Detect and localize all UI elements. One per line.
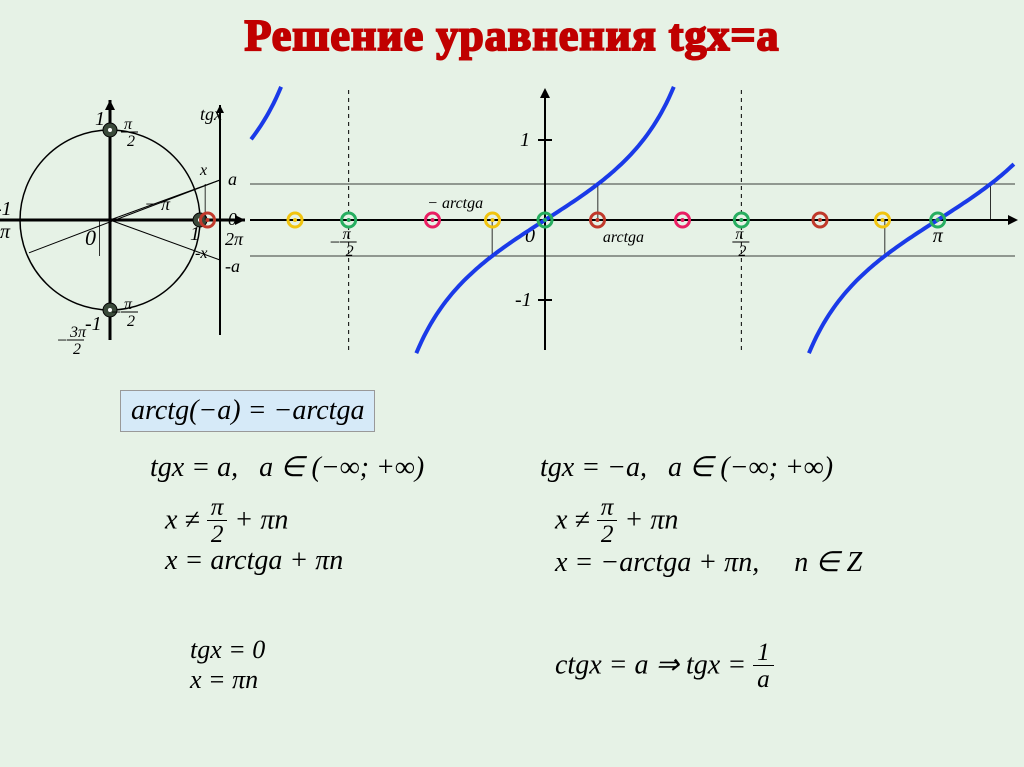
svg-text:π: π [124, 296, 133, 313]
page-title: Решение уравнения tgx=a [0, 0, 1024, 61]
eq-x-neq-r: x ≠ π2 + πn [555, 495, 678, 549]
svg-text:0: 0 [85, 225, 96, 250]
svg-text:−: − [56, 330, 68, 350]
svg-text:2: 2 [127, 133, 135, 150]
svg-text:1: 1 [520, 129, 530, 151]
svg-text:−: − [329, 232, 341, 252]
svg-text:2: 2 [738, 243, 746, 260]
svg-text:2: 2 [127, 313, 135, 330]
svg-text:0: 0 [228, 209, 237, 229]
svg-text:1: 1 [95, 108, 105, 130]
svg-text:2: 2 [346, 243, 354, 260]
svg-text:π: π [735, 226, 744, 243]
eq-x-pin: x = πn [190, 665, 258, 695]
eq-ctgx: ctgx = a ⇒ tgx = 1a [555, 640, 774, 694]
svg-text:− π: − π [144, 194, 171, 214]
svg-text:x: x [199, 162, 207, 179]
svg-text:-x: -x [195, 245, 207, 262]
graph-container: 11-1π-10tgxa-a02πx-xπ2π2−3π2−1-10− ππ2−π… [0, 80, 1024, 360]
svg-text:-1: -1 [515, 289, 532, 311]
svg-text:− arctga: − arctga [427, 195, 483, 212]
svg-text:-1: -1 [85, 313, 102, 335]
svg-text:arctga: arctga [603, 229, 644, 246]
eq-tgx-neg-a: tgx = −a, a ∈ (−∞; +∞) [540, 450, 833, 484]
svg-text:a: a [228, 169, 237, 189]
svg-text:2π: 2π [225, 229, 244, 249]
arctg-identity: arctg(−a) = −arctga [120, 390, 375, 432]
eq-x-neg-arctg: x = −arctga + πn, n ∈ Z [555, 545, 862, 579]
svg-text:π: π [343, 226, 352, 243]
eq-x-arctg: x = arctga + πn [165, 545, 343, 577]
svg-text:tgx: tgx [200, 104, 222, 124]
svg-text:2: 2 [73, 341, 81, 358]
svg-text:π: π [933, 225, 944, 247]
svg-text:-a: -a [225, 256, 240, 276]
svg-text:π: π [0, 221, 11, 243]
eq-tgx-a: tgx = a, a ∈ (−∞; +∞) [150, 450, 424, 484]
eq-x-neq: x ≠ π2 + πn [165, 495, 288, 549]
svg-text:3π: 3π [69, 324, 87, 341]
svg-text:1: 1 [190, 223, 200, 245]
eq-tgx-zero: tgx = 0 [190, 635, 265, 665]
svg-text:π: π [124, 116, 133, 133]
svg-text:-1: -1 [0, 198, 12, 220]
svg-text:−: − [110, 302, 122, 322]
graph-svg: 11-1π-10tgxa-a02πx-xπ2π2−3π2−1-10− ππ2−π… [0, 80, 1024, 360]
